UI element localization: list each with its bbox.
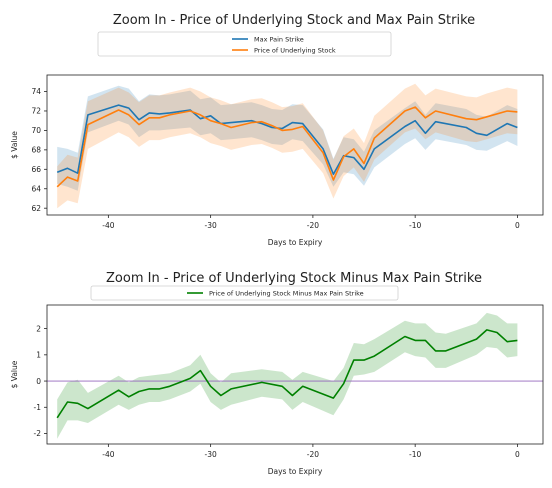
plot-frame bbox=[46, 304, 544, 445]
y-tick-label: 68 bbox=[31, 146, 41, 155]
y-tick-label: 72 bbox=[31, 107, 41, 116]
y-tick-label: 2 bbox=[36, 324, 41, 333]
y-tick-label: 62 bbox=[31, 204, 41, 213]
x-tick-label: -20 bbox=[307, 221, 319, 230]
y-tick-label: 70 bbox=[31, 126, 41, 135]
x-tick-label: 0 bbox=[515, 450, 520, 459]
series-line-1 bbox=[56, 329, 518, 419]
x-tick-label: -30 bbox=[205, 221, 217, 230]
chart-1: -40 -30 -20 -10 0 62 64 66 68 70 72 74 Days to Expir… bbox=[10, 13, 544, 247]
x-tick-label: -10 bbox=[409, 221, 421, 230]
chart-title: Zoom In - Price of Underlying Stock Minu… bbox=[106, 271, 482, 286]
x-tick-label: -40 bbox=[102, 221, 114, 230]
legend: Price of Underlying Stock Minus Max Pain… bbox=[90, 285, 399, 301]
y-axis-label: $ Value bbox=[10, 131, 19, 159]
y-tick-label: -1 bbox=[34, 403, 42, 412]
y-axis-label: $ Value bbox=[10, 360, 19, 388]
legend-box bbox=[90, 285, 399, 301]
y-tick-label: 74 bbox=[31, 87, 41, 96]
legend-label: Max Pain Strike bbox=[254, 35, 304, 43]
plot-frame bbox=[46, 74, 544, 216]
confidence-band-1 bbox=[57, 312, 518, 439]
y-tick-label: 0 bbox=[36, 377, 41, 386]
x-axis-label: Days to Expiry bbox=[268, 238, 323, 247]
confidence-band-2 bbox=[57, 83, 518, 209]
legend-box bbox=[97, 31, 392, 57]
x-axis-label: Days to Expiry bbox=[268, 467, 323, 476]
y-tick-label: -2 bbox=[34, 429, 42, 438]
series-line-2 bbox=[56, 106, 518, 188]
x-tick-label: -40 bbox=[102, 450, 114, 459]
y-tick-label: 64 bbox=[31, 184, 41, 193]
legend-label: Price of Underlying Stock Minus Max Pain… bbox=[209, 289, 364, 297]
x-tick-label: -30 bbox=[205, 450, 217, 459]
x-tick-label: 0 bbox=[515, 221, 520, 230]
chart-title: Zoom In - Price of Underlying Stock and … bbox=[113, 13, 475, 28]
y-tick-label: 1 bbox=[36, 351, 41, 360]
x-tick-label: -20 bbox=[307, 450, 319, 459]
legend-label: Price of Underlying Stock bbox=[254, 46, 336, 54]
y-tick-label: 66 bbox=[31, 165, 41, 174]
x-tick-label: -10 bbox=[409, 450, 421, 459]
legend: Max Pain Strike Price of Underlying Stock bbox=[97, 31, 392, 57]
